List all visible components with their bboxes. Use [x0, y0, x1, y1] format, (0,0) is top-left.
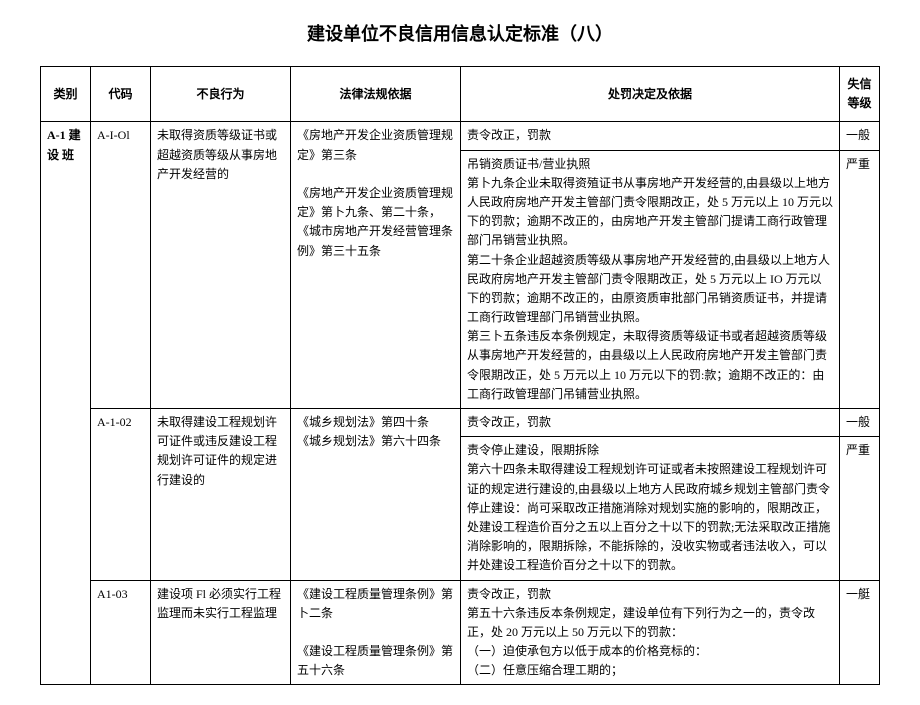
level-cell: 严重 [840, 437, 880, 580]
decision-text: （一）迫使承包方以低于成本的价格竞标的： [467, 644, 707, 658]
legal-cell: 《城乡规划法》第四十条 《城乡规划法》第六十四条 [291, 409, 461, 581]
decision-text: 第二十条企业超越资质等级从事房地产开发经营的,由县级以上地方人民政府房地产开发主… [467, 253, 830, 325]
legal-text: 《房地产开发企业资质管理规定》第三条 [297, 128, 453, 161]
header-code: 代码 [91, 67, 151, 122]
decision-cell: 吊销资质证书/营业执照 第卜九条企业未取得资殖证书从事房地产开发经营的,由县级以… [461, 150, 840, 408]
level-cell: 一艇 [840, 580, 880, 685]
header-level: 失信等级 [840, 67, 880, 122]
standards-table: 类别 代码 不良行为 法律法规依据 处罚决定及依据 失信等级 A-1 建设 班 … [40, 66, 880, 685]
decision-text: 吊销资质证书/营业执照 [467, 157, 590, 171]
behavior-cell: 未取得资质等级证书或超越资质等级从事房地产开发经营的 [151, 122, 291, 409]
category-cell-cont [41, 580, 91, 685]
table-row: A1-03 建设项 Fl 必须实行工程监理而未实行工程监理 《建设工程质量管理条… [41, 580, 880, 685]
header-behavior: 不良行为 [151, 67, 291, 122]
code-cell: A-1-02 [91, 409, 151, 581]
level-cell: 一般 [840, 409, 880, 437]
decision-cell: 责令改正，罚款 [461, 409, 840, 437]
page-title: 建设单位不良信用信息认定标准（八） [40, 20, 880, 46]
table-row: A-1-02 未取得建设工程规划许可证件或违反建设工程规划许可证件的规定进行建设… [41, 409, 880, 437]
header-category: 类别 [41, 67, 91, 122]
decision-text: （二）任意压缩合理工期的； [467, 663, 623, 677]
category-cell: A-1 建设 班 [41, 122, 91, 409]
code-cell: A1-03 [91, 580, 151, 685]
table-row: A-1 建设 班 A-I-Ol 未取得资质等级证书或超越资质等级从事房地产开发经… [41, 122, 880, 150]
legal-cell: 《建设工程质量管理条例》第卜二条 《建设工程质量管理条例》第五十六条 [291, 580, 461, 685]
header-legal: 法律法规依据 [291, 67, 461, 122]
legal-text: 《城乡规划法》第六十四条 [297, 434, 441, 448]
legal-cell: 《房地产开发企业资质管理规定》第三条 《房地产开发企业资质管理规定》第卜九条、第… [291, 122, 461, 409]
decision-text: 第卜九条企业未取得资殖证书从事房地产开发经营的,由县级以上地方人民政府房地产开发… [467, 176, 833, 248]
behavior-cell: 建设项 Fl 必须实行工程监理而未实行工程监理 [151, 580, 291, 685]
decision-text: 责令停止建设，限期拆除 [467, 443, 599, 457]
legal-text: 《建设工程质量管理条例》第卜二条 [297, 587, 453, 620]
decision-cell: 责令改正，罚款 第五十六条违反本条例规定，建设单位有下列行为之一的，责令改正，处… [461, 580, 840, 685]
category-cell-cont [41, 409, 91, 581]
decision-cell: 责令停止建设，限期拆除 第六十四条未取得建设工程规划许可证或者未按照建设工程规划… [461, 437, 840, 580]
level-cell: 严重 [840, 150, 880, 408]
decision-text: 第三卜五条违反本条例规定，未取得资质等级证书或者超越资质等级从事房地产开发经营的… [467, 329, 827, 401]
level-cell: 一般 [840, 122, 880, 150]
code-cell: A-I-Ol [91, 122, 151, 409]
header-decision: 处罚决定及依据 [461, 67, 840, 122]
decision-text: 责令改正，罚款 [467, 587, 551, 601]
decision-text: 第六十四条未取得建设工程规划许可证或者未按照建设工程规划许可证的规定进行建设的,… [467, 462, 830, 572]
legal-text: 《建设工程质量管理条例》第五十六条 [297, 644, 453, 677]
legal-text: 《城乡规划法》第四十条 [297, 415, 429, 429]
behavior-cell: 未取得建设工程规划许可证件或违反建设工程规划许可证件的规定进行建设的 [151, 409, 291, 581]
decision-cell: 责令改正，罚款 [461, 122, 840, 150]
legal-text: 《房地产开发企业资质管理规定》第卜九条、第二十条，《城市房地产开发经营管理条例》… [297, 186, 453, 258]
decision-text: 第五十六条违反本条例规定，建设单位有下列行为之一的，责令改正，处 20 万元以上… [467, 606, 815, 639]
table-header-row: 类别 代码 不良行为 法律法规依据 处罚决定及依据 失信等级 [41, 67, 880, 122]
